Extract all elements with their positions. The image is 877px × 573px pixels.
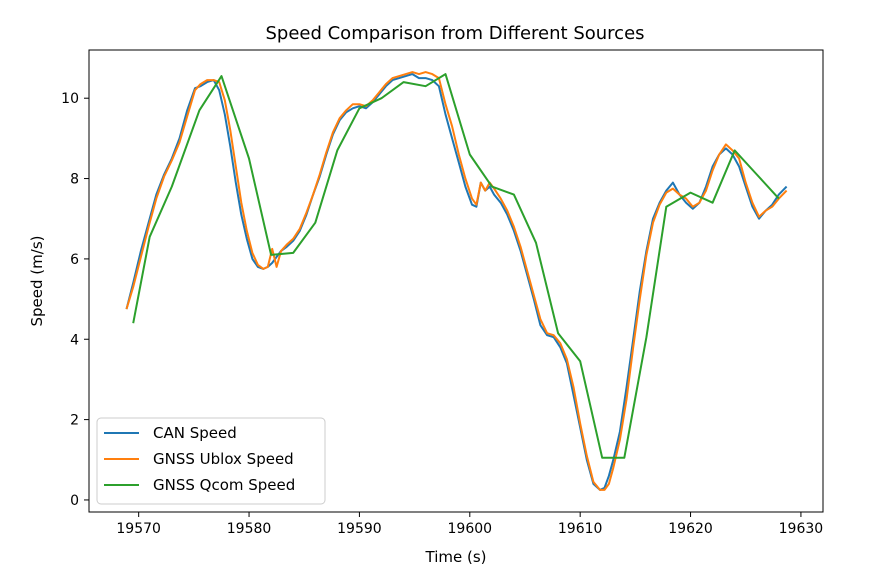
axes-frame	[88, 49, 824, 513]
y-axis-title: Speed (m/s)	[28, 236, 46, 327]
legend-label: CAN Speed	[153, 424, 237, 442]
y-tick-label: 0	[70, 493, 79, 509]
x-tick-label: 19580	[227, 521, 272, 537]
x-tick-label: 19630	[779, 521, 824, 537]
x-axis-title: Time (s)	[425, 548, 487, 566]
y-tick-label: 10	[61, 91, 79, 107]
x-tick-label: 19610	[558, 521, 603, 537]
y-tick-label: 2	[70, 413, 79, 429]
x-tick-label: 19570	[116, 521, 161, 537]
plot-area	[88, 49, 824, 513]
series-layer	[125, 71, 788, 491]
x-tick-label: 19590	[337, 521, 382, 537]
legend-label: GNSS Qcom Speed	[153, 476, 295, 494]
chart-title: Speed Comparison from Different Sources	[265, 23, 644, 44]
x-tick-label: 19600	[448, 521, 493, 537]
y-axis-ticks: 0 2 4 6 8 10	[61, 91, 89, 509]
y-tick-label: 8	[70, 172, 79, 188]
y-tick-label: 4	[70, 332, 79, 348]
x-tick-label: 19620	[668, 521, 713, 537]
legend: CAN Speed GNSS Ublox Speed GNSS Qcom Speed	[96, 417, 326, 505]
legend-label: GNSS Ublox Speed	[153, 450, 294, 468]
series-line-gnss-ublox-speed	[125, 71, 788, 491]
y-tick-label: 6	[70, 252, 79, 268]
series-line-gnss-qcom-speed	[132, 73, 780, 459]
legend-box	[96, 417, 326, 505]
series-line-can-speed	[125, 73, 788, 491]
x-axis-ticks: 19570 19580 19590 19600 19610 19620 19630	[116, 512, 823, 537]
